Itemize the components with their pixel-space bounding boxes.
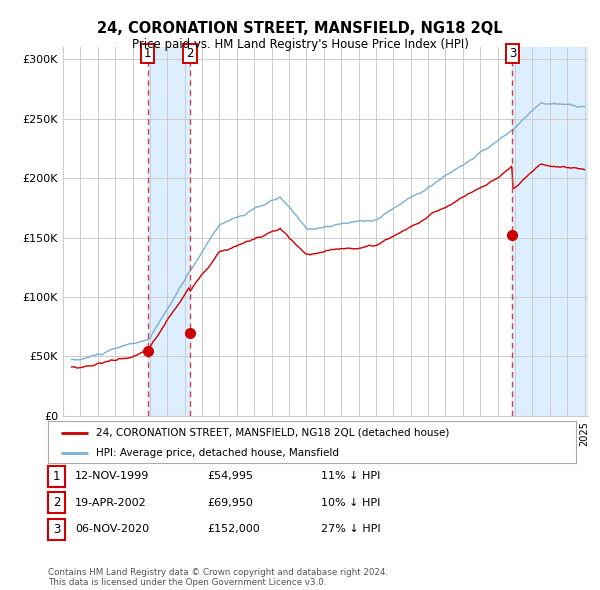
Text: HPI: Average price, detached house, Mansfield: HPI: Average price, detached house, Mans… xyxy=(95,448,338,457)
Text: £54,995: £54,995 xyxy=(207,471,253,481)
Bar xyxy=(512,47,588,416)
Text: 10% ↓ HPI: 10% ↓ HPI xyxy=(321,498,380,507)
Text: 2: 2 xyxy=(53,496,60,509)
Text: 1: 1 xyxy=(53,470,60,483)
Text: 3: 3 xyxy=(53,523,60,536)
Text: £152,000: £152,000 xyxy=(207,525,260,534)
Text: 06-NOV-2020: 06-NOV-2020 xyxy=(75,525,149,534)
Text: 1: 1 xyxy=(144,47,151,60)
Text: Price paid vs. HM Land Registry's House Price Index (HPI): Price paid vs. HM Land Registry's House … xyxy=(131,38,469,51)
Text: 12-NOV-1999: 12-NOV-1999 xyxy=(75,471,149,481)
Text: 2: 2 xyxy=(186,47,194,60)
Text: £69,950: £69,950 xyxy=(207,498,253,507)
Text: Contains HM Land Registry data © Crown copyright and database right 2024.
This d: Contains HM Land Registry data © Crown c… xyxy=(48,568,388,587)
Text: 27% ↓ HPI: 27% ↓ HPI xyxy=(321,525,380,534)
Text: 24, CORONATION STREET, MANSFIELD, NG18 2QL (detached house): 24, CORONATION STREET, MANSFIELD, NG18 2… xyxy=(95,428,449,438)
Text: 24, CORONATION STREET, MANSFIELD, NG18 2QL: 24, CORONATION STREET, MANSFIELD, NG18 2… xyxy=(97,21,503,35)
Text: 3: 3 xyxy=(509,47,516,60)
Text: 19-APR-2002: 19-APR-2002 xyxy=(75,498,147,507)
Bar xyxy=(148,47,190,416)
Text: 11% ↓ HPI: 11% ↓ HPI xyxy=(321,471,380,481)
